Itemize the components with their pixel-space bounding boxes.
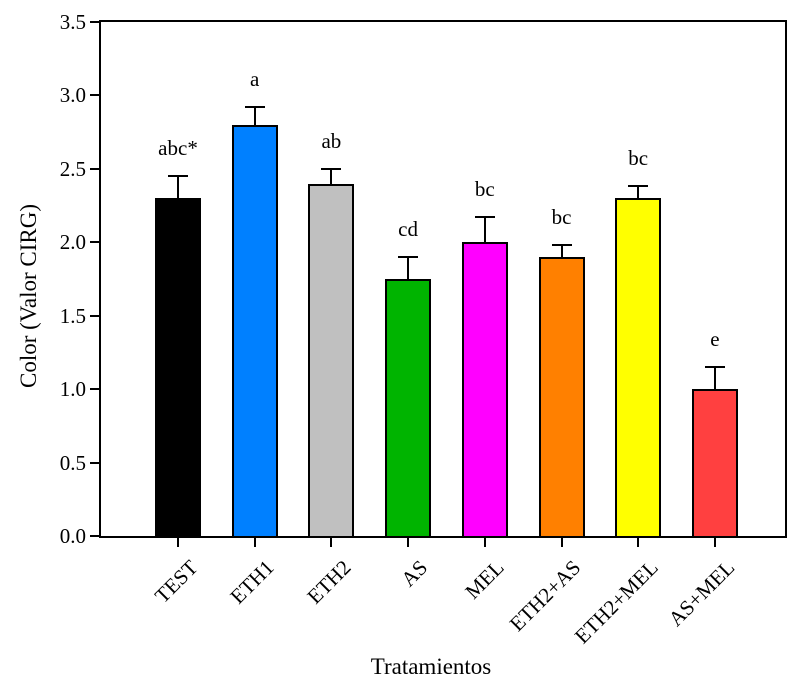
x-axis-tick bbox=[177, 538, 179, 547]
bar-eth1 bbox=[231, 124, 278, 538]
y-axis-tick-label: 2.0 bbox=[59, 230, 86, 255]
y-axis-tick-label: 3.0 bbox=[59, 83, 86, 108]
y-axis-tick bbox=[90, 314, 99, 317]
y-axis-tick-label: 0.0 bbox=[59, 524, 86, 548]
significance-label-mel: bc bbox=[474, 177, 495, 202]
error-bar-cap-as bbox=[398, 255, 419, 258]
error-bar-cap-test bbox=[168, 175, 188, 178]
x-axis-tick-label-eth2: ETH2 bbox=[302, 555, 356, 609]
y-axis-tick bbox=[90, 241, 99, 244]
y-axis-tick-label: 0.5 bbox=[59, 450, 86, 475]
error-bar-stem-test bbox=[177, 176, 179, 199]
x-axis-tick bbox=[560, 538, 563, 547]
bar-as bbox=[385, 279, 432, 538]
error-bar-stem-eth1 bbox=[253, 107, 256, 125]
x-axis-tick bbox=[253, 538, 256, 547]
x-axis-tick-label-eth2-as: ETH2+AS bbox=[505, 555, 586, 636]
x-axis-tick-label-as: AS bbox=[396, 555, 433, 592]
error-bar-stem-as-mel bbox=[713, 367, 716, 390]
y-axis-tick-label: 3.5 bbox=[59, 10, 86, 34]
error-bar-cap-as-mel bbox=[704, 366, 725, 369]
significance-label-as: cd bbox=[398, 216, 418, 241]
significance-label-as-mel: e bbox=[710, 327, 720, 352]
x-axis-tick-label-as-mel: AS+MEL bbox=[663, 555, 740, 631]
bar-eth2 bbox=[308, 183, 355, 538]
significance-label-eth2-mel: bc bbox=[628, 146, 649, 171]
bar-as-mel bbox=[691, 389, 738, 538]
x-axis-tick-label-eth1: ETH1 bbox=[225, 555, 279, 609]
error-bar-cap-mel bbox=[474, 216, 495, 219]
y-axis-tick bbox=[90, 461, 99, 464]
significance-label-eth2-as: bc bbox=[551, 205, 572, 230]
x-axis-tick-label-eth2-mel: ETH2+MEL bbox=[569, 555, 663, 649]
error-bar-cap-eth1 bbox=[244, 106, 265, 109]
error-bar-stem-as bbox=[407, 256, 410, 279]
x-axis-tick bbox=[713, 538, 716, 547]
y-axis-tick bbox=[90, 21, 99, 23]
x-axis-title: Tratamientos bbox=[370, 654, 492, 679]
significance-label-eth1: a bbox=[250, 67, 260, 92]
x-axis-tick-label-mel: MEL bbox=[460, 555, 510, 604]
x-axis-tick bbox=[637, 538, 640, 547]
y-axis-tick bbox=[90, 388, 99, 391]
y-axis-tick bbox=[90, 535, 99, 537]
error-bar-stem-eth2-mel bbox=[637, 186, 640, 199]
error-bar-cap-eth2 bbox=[321, 167, 342, 170]
y-axis-title: Color (Valor CIRG) bbox=[16, 204, 41, 388]
y-axis-tick-label: 2.5 bbox=[59, 156, 86, 181]
error-bar-cap-eth2-as bbox=[551, 244, 572, 247]
error-bar-stem-mel bbox=[483, 217, 486, 243]
significance-label-test: abc* bbox=[158, 136, 198, 161]
x-axis-tick bbox=[330, 538, 333, 547]
y-axis-tick-label: 1.5 bbox=[59, 303, 86, 328]
error-bar-stem-eth2-as bbox=[560, 245, 563, 257]
bar-eth2-as bbox=[538, 256, 585, 538]
y-axis-tick bbox=[90, 167, 99, 170]
bar-eth2-mel bbox=[615, 198, 662, 538]
significance-label-eth2: ab bbox=[321, 128, 342, 153]
error-bar-stem-eth2 bbox=[330, 168, 333, 184]
y-axis-tick bbox=[90, 94, 99, 97]
bar-test bbox=[155, 198, 201, 538]
plot-frame bbox=[99, 20, 787, 538]
x-axis-tick bbox=[483, 538, 486, 547]
error-bar-cap-eth2-mel bbox=[628, 185, 649, 188]
bar-mel bbox=[461, 242, 508, 538]
x-axis-tick bbox=[407, 538, 410, 547]
y-axis-tick-label: 1.0 bbox=[59, 377, 86, 402]
x-axis-tick-label-test: TEST bbox=[149, 555, 203, 608]
